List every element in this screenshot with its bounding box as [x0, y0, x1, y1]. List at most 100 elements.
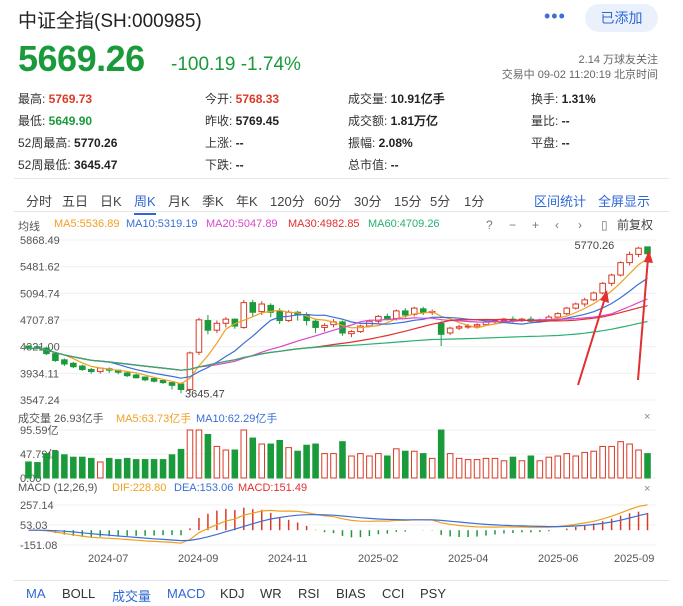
volume-bar — [258, 443, 266, 479]
high-annotation: 5770.26 — [575, 240, 615, 252]
period-tab[interactable]: 60分 — [314, 194, 342, 209]
quote-label: 今开: — [205, 92, 233, 106]
close-macd-icon[interactable]: × — [644, 483, 650, 495]
volume-bar — [312, 443, 319, 479]
volume-bar — [375, 453, 382, 479]
macd-legend-label: MACD (12,26,9) — [18, 482, 98, 494]
toggle-icon[interactable]: ▯ — [601, 218, 608, 232]
period-tab[interactable]: 分时 — [26, 194, 53, 209]
volume-bar — [572, 455, 580, 479]
candle-body — [312, 320, 319, 328]
ma30-legend: MA30:4982.85 — [288, 218, 360, 230]
quote-label: 下跌: — [205, 158, 233, 172]
x-axis-label: 2025-06 — [538, 553, 578, 565]
candle-body — [258, 303, 266, 313]
volume-bar — [34, 462, 41, 479]
indicator-tab-wr[interactable]: WR — [260, 586, 282, 601]
volume-bar — [473, 459, 481, 479]
x-axis-label: 2024-07 — [88, 553, 128, 565]
indicator-tab-ma[interactable]: MA — [26, 586, 46, 601]
period-tab[interactable]: 年K — [236, 194, 258, 209]
indicator-tab-rsi[interactable]: RSI — [298, 586, 320, 601]
candle-body — [635, 247, 642, 255]
quote-item: 总市值: -- — [348, 156, 399, 173]
volume-bar — [231, 449, 239, 479]
zoom-out-icon[interactable]: − — [509, 218, 516, 232]
period-tab[interactable]: 日K — [100, 194, 122, 209]
period-tab[interactable]: 5分 — [430, 194, 451, 209]
candle-body — [626, 253, 633, 264]
candle-body — [321, 324, 328, 328]
fullscreen-button[interactable]: 全屏显示 — [598, 194, 651, 209]
period-tab[interactable]: 五日 — [62, 194, 89, 209]
quote-item: 最低: 5649.90 — [18, 112, 92, 129]
ma-legend-label: 均线 — [18, 221, 40, 233]
period-tab[interactable]: 15分 — [394, 194, 422, 209]
indicator-tab-volume[interactable]: 成交量 — [112, 589, 152, 604]
quote-value: 5649.90 — [45, 114, 93, 128]
candle-body — [554, 313, 562, 318]
volume-bar — [52, 450, 59, 479]
volume-bar — [276, 439, 283, 479]
volume-bar — [545, 456, 553, 479]
period-tab[interactable]: 30分 — [354, 194, 382, 209]
period-tab[interactable]: 120分 — [270, 194, 305, 209]
period-tab[interactable]: 月K — [168, 194, 190, 209]
indicator-tab-cci[interactable]: CCI — [382, 586, 405, 601]
volume-bar — [70, 456, 77, 479]
candle-body — [599, 282, 606, 294]
macd-dif-line — [28, 504, 648, 544]
volume-bar — [159, 459, 167, 479]
more-options-icon[interactable]: ••• — [544, 6, 566, 26]
scroll-left-icon[interactable]: ‹ — [555, 218, 559, 232]
candle-body — [455, 326, 463, 329]
volume-bar — [222, 449, 230, 479]
added-watchlist-button[interactable]: 已添加 — [585, 4, 658, 32]
close-volume-icon[interactable]: × — [644, 411, 650, 423]
period-tab[interactable]: 季K — [202, 194, 224, 209]
volume-bar — [96, 461, 104, 479]
period-tab[interactable]: 1分 — [464, 194, 485, 209]
volume-bar — [509, 456, 517, 479]
candle-body — [177, 383, 185, 390]
volume-bar — [357, 453, 364, 479]
help-icon[interactable]: ? — [486, 218, 493, 232]
candle-body — [276, 311, 283, 322]
indicator-tab-bias[interactable]: BIAS — [336, 586, 366, 601]
candle-body — [88, 368, 95, 373]
macd-dif-legend: DIF:228.80 — [112, 482, 167, 494]
volume-bar — [536, 460, 544, 479]
volume-bar — [321, 453, 328, 479]
indicator-tab-psy[interactable]: PSY — [420, 586, 447, 601]
price-axis-label: 3547.24 — [20, 395, 60, 407]
range-stats-button[interactable]: 区间统计 — [534, 194, 587, 209]
quote-label: 量比: — [531, 114, 559, 128]
volume-bar — [303, 444, 310, 479]
volume-bar — [482, 457, 490, 479]
restore-adjust-button[interactable]: 前复权 — [617, 217, 653, 232]
indicator-tab-boll[interactable]: BOLL — [62, 586, 96, 601]
scroll-right-icon[interactable]: › — [578, 218, 582, 232]
zoom-in-icon[interactable]: + — [532, 218, 539, 232]
volume-bar — [491, 457, 499, 479]
volume-bar — [240, 429, 248, 479]
candle-body — [186, 352, 194, 390]
x-axis-label: 2024-09 — [178, 553, 218, 565]
quote-value: 5768.33 — [232, 92, 280, 106]
followers-count: 2.14 万球友关注 — [578, 54, 658, 66]
arrow-head — [644, 250, 653, 263]
volume-bar — [43, 453, 50, 479]
indicator-tab-kdj[interactable]: KDJ — [220, 586, 245, 601]
macd-dea-line — [28, 513, 648, 542]
x-axis-label: 2024-11 — [268, 553, 308, 565]
volume-bar — [61, 454, 68, 479]
quote-value: -- — [232, 136, 244, 150]
candle-body — [70, 362, 77, 368]
indicator-tab-macd[interactable]: MACD — [167, 586, 206, 601]
candle-body — [52, 353, 59, 362]
candle-body — [357, 325, 364, 333]
volume-bar — [581, 451, 588, 479]
period-tab[interactable]: 周K — [134, 191, 156, 215]
candle-body — [267, 304, 274, 313]
